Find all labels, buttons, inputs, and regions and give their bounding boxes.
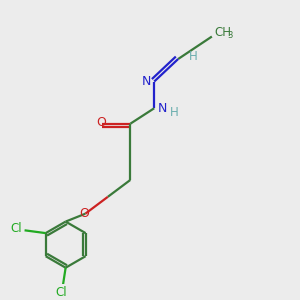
Text: H: H — [189, 50, 198, 63]
Text: N: N — [158, 102, 167, 115]
Text: Cl: Cl — [10, 222, 22, 236]
Text: H: H — [169, 106, 178, 119]
Text: 3: 3 — [227, 31, 233, 40]
Text: CH: CH — [214, 26, 231, 39]
Text: O: O — [96, 116, 106, 129]
Text: Cl: Cl — [56, 286, 67, 299]
Text: O: O — [79, 207, 89, 220]
Text: N: N — [142, 75, 151, 88]
